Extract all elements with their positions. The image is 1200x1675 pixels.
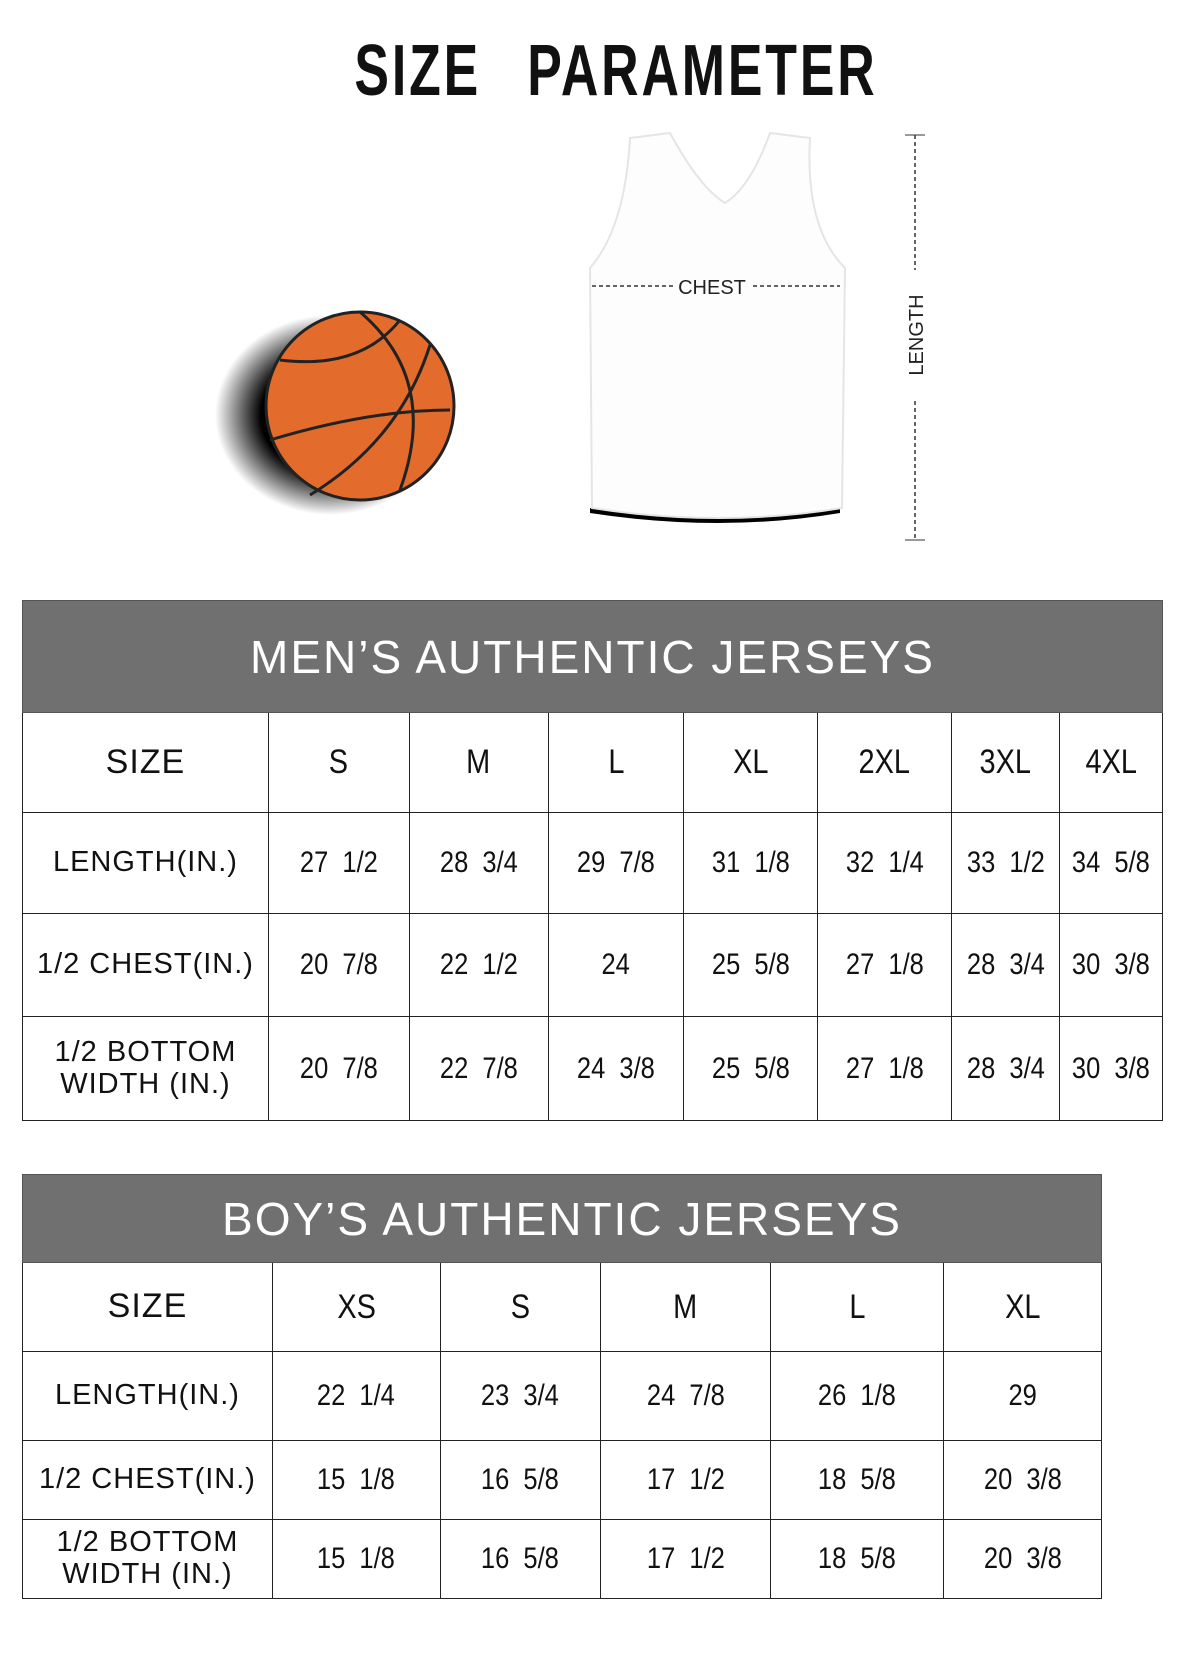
table-cell: 28 3/4: [966, 1051, 1045, 1085]
size-header-l: L: [607, 743, 625, 781]
table-cell: 22 1/4: [317, 1379, 396, 1412]
table-row: LENGTH(IN.) 27 1/2 28 3/4 29 7/8 31 1/8 32 1/…: [22, 812, 1163, 914]
size-row: SIZE S M L XL 2XL 3XL 4XL: [22, 712, 1163, 813]
size-header-m: M: [466, 743, 491, 781]
table-cell: 20 7/8: [299, 948, 378, 981]
table-cell: 20 3/8: [983, 1463, 1062, 1496]
table-cell: 32 1/4: [845, 846, 924, 879]
basketball-icon: [215, 310, 456, 515]
size-header-s: S: [329, 743, 349, 781]
table-cell: 30 3/8: [1072, 948, 1150, 981]
chest-label: CHEST: [678, 277, 746, 299]
table-cell: 31 1/8: [711, 846, 790, 879]
size-header-2xl: 2XL: [858, 743, 911, 781]
page-title: SIZE PARAMETER: [354, 31, 878, 111]
table-cell: 18 5/8: [818, 1463, 897, 1496]
size-row: SIZE XS S M L XL: [22, 1262, 1102, 1352]
table-cell: 15 1/8: [317, 1463, 396, 1496]
row-label: 1/2 CHEST(IN.): [38, 1463, 256, 1496]
table-cell: 27 1/8: [845, 948, 924, 981]
table-row: 1/2 BOTTOM WIDTH (IN.) 15 1/8 16 5/8 17 1/2…: [22, 1519, 1102, 1599]
table-cell: 18 5/8: [818, 1542, 897, 1575]
jersey-diagram: CHEST: [588, 131, 847, 523]
size-header-s: S: [510, 1287, 530, 1326]
size-header-xl: XL: [733, 743, 769, 781]
table-cell: 24: [601, 948, 631, 981]
table-cell: 17 1/2: [646, 1463, 725, 1496]
table-cell: 17 1/2: [646, 1542, 725, 1575]
table-cell: 27 1/2: [299, 846, 378, 879]
row-label: LENGTH(IN.): [52, 846, 238, 879]
table-cell: 28 3/4: [966, 948, 1045, 981]
boys-size-table: BOY’S AUTHENTIC JERSEYS SIZE XS S M L XL LENG…: [22, 1174, 1102, 1599]
mens-size-table: MEN’S AUTHENTIC JERSEYS SIZE S M L XL 2XL 3XL 4…: [22, 600, 1163, 1121]
table-cell: 29 7/8: [576, 846, 655, 879]
table-cell: 28 3/4: [439, 846, 518, 879]
table-cell: 33 1/2: [966, 846, 1045, 879]
table-cell: 24 7/8: [646, 1379, 725, 1412]
table-cell: 23 3/4: [481, 1379, 560, 1412]
table-cell: 25 5/8: [711, 1051, 790, 1085]
size-header-xs: XS: [337, 1287, 376, 1326]
table-cell: 16 5/8: [481, 1542, 560, 1575]
table-cell: 26 1/8: [818, 1379, 897, 1412]
table-cell: 22 7/8: [439, 1051, 518, 1085]
size-header-xl: XL: [1004, 1287, 1041, 1326]
table-row: 1/2 BOTTOM WIDTH (IN.) 20 7/8 22 7/8 24 3/8…: [22, 1016, 1163, 1121]
table-row: 1/2 CHEST(IN.) 15 1/8 16 5/8 17 1/2 18 5/8 20…: [22, 1440, 1102, 1520]
table-cell: 20 3/8: [983, 1542, 1062, 1575]
table-row: 1/2 CHEST(IN.) 20 7/8 22 1/2 24 25 5/8 27 1/8…: [22, 913, 1163, 1017]
row-label: 1/2 BOTTOM WIDTH (IN.): [56, 1526, 239, 1590]
table-cell: 30 3/8: [1072, 1051, 1150, 1085]
row-label: 1/2 BOTTOM WIDTH (IN.): [54, 1035, 237, 1100]
table-cell: 15 1/8: [317, 1542, 396, 1575]
boys-table-heading: BOY’S AUTHENTIC JERSEYS: [22, 1174, 1102, 1263]
table-cell: 22 1/2: [439, 948, 518, 981]
length-label: LENGTH: [906, 294, 928, 375]
size-header-m: M: [673, 1287, 698, 1326]
mens-table-heading: MEN’S AUTHENTIC JERSEYS: [22, 600, 1163, 713]
size-header-4xl: 4XL: [1085, 743, 1137, 781]
table-cell: 20 7/8: [299, 1051, 378, 1085]
row-label: LENGTH(IN.): [54, 1379, 240, 1412]
size-header-l: L: [849, 1287, 866, 1326]
length-indicator: LENGTH: [903, 134, 928, 541]
table-cell: 27 1/8: [845, 1051, 924, 1085]
table-cell: 34 5/8: [1072, 846, 1150, 879]
size-label: SIZE: [105, 742, 186, 781]
table-row: LENGTH(IN.) 22 1/4 23 3/4 24 7/8 26 1/8 29: [22, 1351, 1102, 1441]
table-cell: 25 5/8: [711, 948, 790, 981]
table-cell: 16 5/8: [481, 1463, 560, 1496]
row-label: 1/2 CHEST(IN.): [36, 948, 254, 981]
table-cell: 24 3/8: [576, 1051, 655, 1085]
size-label: SIZE: [107, 1287, 188, 1326]
table-cell: 29: [1008, 1379, 1037, 1412]
size-header-3xl: 3XL: [979, 743, 1032, 781]
